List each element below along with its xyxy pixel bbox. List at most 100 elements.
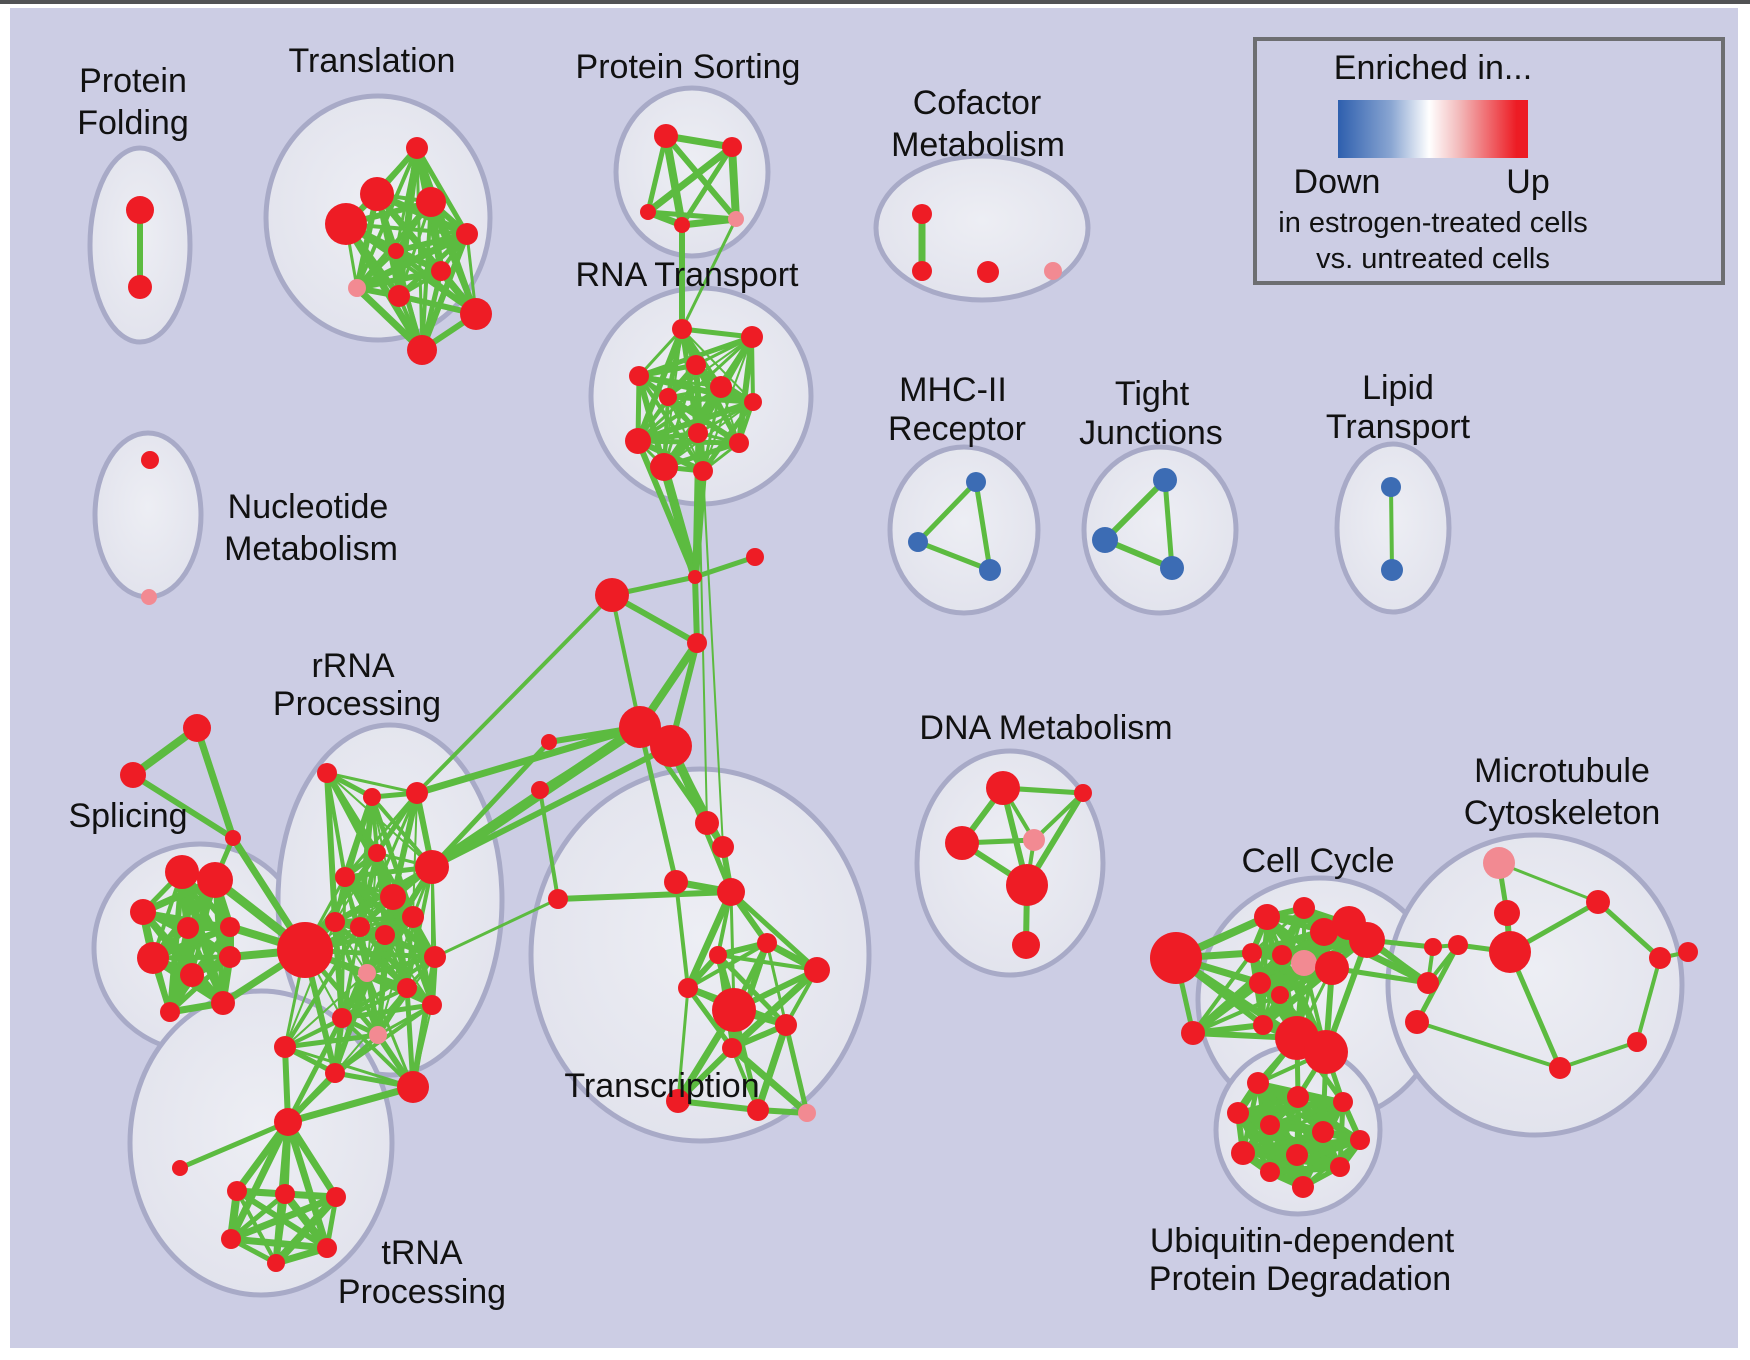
node-mt9[interactable]	[1549, 1057, 1571, 1079]
node-tx9[interactable]	[804, 957, 830, 983]
node-rr15[interactable]	[422, 995, 442, 1015]
node-tl5[interactable]	[456, 223, 478, 245]
node-ub1[interactable]	[1247, 1072, 1269, 1094]
node-sp6[interactable]	[137, 942, 169, 974]
node-ub8[interactable]	[1231, 1141, 1255, 1165]
node-cc1[interactable]	[1254, 904, 1280, 930]
node-cc0[interactable]	[1150, 932, 1202, 984]
node-hub[interactable]	[277, 922, 333, 978]
node-tl1[interactable]	[406, 137, 428, 159]
node-tx5[interactable]	[548, 889, 568, 909]
node-sp9[interactable]	[211, 991, 235, 1015]
node-tx1[interactable]	[695, 811, 719, 835]
node-sp1[interactable]	[165, 855, 199, 889]
node-sp8[interactable]	[219, 946, 241, 968]
node-tr1[interactable]	[172, 1160, 188, 1176]
node-rr6[interactable]	[415, 850, 449, 884]
node-rt8[interactable]	[688, 423, 708, 443]
node-rr8[interactable]	[402, 906, 424, 928]
node-ub5[interactable]	[1260, 1115, 1280, 1135]
node-rt10[interactable]	[729, 433, 749, 453]
node-gb2[interactable]	[1304, 1030, 1348, 1074]
node-dn2[interactable]	[1074, 784, 1092, 802]
node-th1[interactable]	[227, 1181, 247, 1201]
node-tj2[interactable]	[1092, 527, 1118, 553]
node-rr1[interactable]	[317, 763, 337, 783]
node-nm1[interactable]	[141, 451, 159, 469]
node-dn3[interactable]	[945, 826, 979, 860]
node-mh3[interactable]	[979, 559, 1001, 581]
node-tx14[interactable]	[747, 1099, 769, 1121]
node-j4[interactable]	[619, 706, 661, 748]
node-j0[interactable]	[688, 570, 702, 584]
node-tl7[interactable]	[431, 261, 451, 281]
node-j5[interactable]	[650, 725, 692, 767]
node-j3[interactable]	[746, 548, 764, 566]
node-pf1[interactable]	[126, 196, 154, 224]
node-cc7[interactable]	[1242, 943, 1262, 963]
node-ub9[interactable]	[1286, 1144, 1308, 1166]
node-ub12[interactable]	[1292, 1176, 1314, 1198]
node-th5[interactable]	[317, 1238, 337, 1258]
node-lp2[interactable]	[1381, 559, 1403, 581]
node-mt1[interactable]	[1483, 847, 1515, 879]
node-cc13[interactable]	[1253, 1015, 1273, 1035]
node-tl4[interactable]	[416, 187, 446, 217]
node-cc6[interactable]	[1417, 972, 1439, 994]
node-cc11[interactable]	[1249, 972, 1271, 994]
node-st3[interactable]	[225, 830, 241, 846]
node-pf2[interactable]	[128, 275, 152, 299]
node-cc5[interactable]	[1349, 922, 1385, 958]
node-tx12[interactable]	[722, 1038, 742, 1058]
node-th3[interactable]	[326, 1187, 346, 1207]
node-ub3[interactable]	[1333, 1092, 1353, 1112]
node-tl6[interactable]	[388, 243, 404, 259]
node-cc12[interactable]	[1271, 986, 1289, 1004]
node-tj1[interactable]	[1153, 468, 1177, 492]
node-rr4[interactable]	[368, 844, 386, 862]
node-cc8[interactable]	[1272, 945, 1292, 965]
node-dn4[interactable]	[1023, 829, 1045, 851]
node-ub11[interactable]	[1260, 1162, 1280, 1182]
node-lp1[interactable]	[1381, 477, 1401, 497]
node-mt2[interactable]	[1494, 900, 1520, 926]
node-rt12[interactable]	[693, 461, 713, 481]
node-rt7[interactable]	[659, 388, 677, 406]
node-mt10[interactable]	[1678, 942, 1698, 962]
node-mh1[interactable]	[966, 472, 986, 492]
node-sp10[interactable]	[160, 1002, 180, 1022]
node-ps2[interactable]	[722, 137, 742, 157]
node-dn6[interactable]	[1012, 931, 1040, 959]
node-tl3[interactable]	[325, 203, 367, 245]
node-rt11[interactable]	[650, 453, 678, 481]
node-tl11[interactable]	[407, 335, 437, 365]
node-rt5[interactable]	[710, 376, 732, 398]
node-tx7[interactable]	[709, 946, 727, 964]
node-mt8[interactable]	[1627, 1032, 1647, 1052]
node-ub4[interactable]	[1227, 1102, 1249, 1124]
node-st1[interactable]	[183, 714, 211, 742]
node-tx2[interactable]	[712, 836, 734, 858]
node-cf3[interactable]	[977, 261, 999, 283]
node-tl10[interactable]	[460, 298, 492, 330]
node-nm2[interactable]	[141, 589, 157, 605]
node-rr16[interactable]	[332, 1008, 352, 1028]
node-tl2[interactable]	[360, 177, 394, 211]
node-mt6[interactable]	[1586, 890, 1610, 914]
node-sp2[interactable]	[197, 862, 233, 898]
node-ps1[interactable]	[654, 124, 678, 148]
node-rr12[interactable]	[424, 946, 446, 968]
node-tx15[interactable]	[798, 1104, 816, 1122]
node-cc15[interactable]	[1405, 1010, 1429, 1034]
node-tx4[interactable]	[717, 878, 745, 906]
node-th4[interactable]	[221, 1229, 241, 1249]
node-rt9[interactable]	[625, 428, 651, 454]
node-rt6[interactable]	[744, 393, 762, 411]
node-sp3[interactable]	[130, 899, 156, 925]
node-rr2[interactable]	[363, 788, 381, 806]
node-cc14[interactable]	[1181, 1021, 1205, 1045]
node-tl8[interactable]	[348, 279, 366, 297]
node-cc9[interactable]	[1291, 950, 1317, 976]
node-rr5[interactable]	[335, 867, 355, 887]
node-mh2[interactable]	[908, 532, 928, 552]
